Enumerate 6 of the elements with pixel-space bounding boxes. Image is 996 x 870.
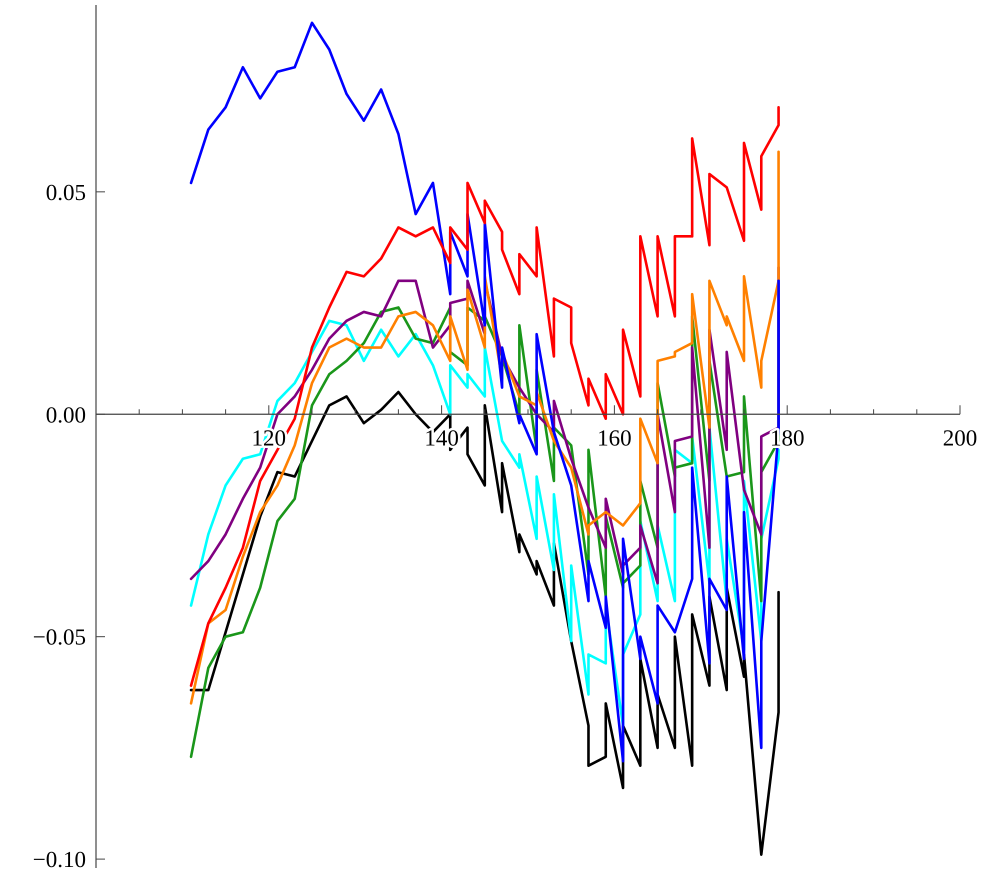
x-tick-label: 200 [942,425,978,450]
y-tick-label: 0.00 [46,402,86,428]
y-tick-label: −0.05 [32,624,86,650]
y-tick-label: −0.10 [32,847,86,870]
y-tick-label: 0.05 [46,180,86,205]
x-tick-label: 160 [597,425,632,450]
